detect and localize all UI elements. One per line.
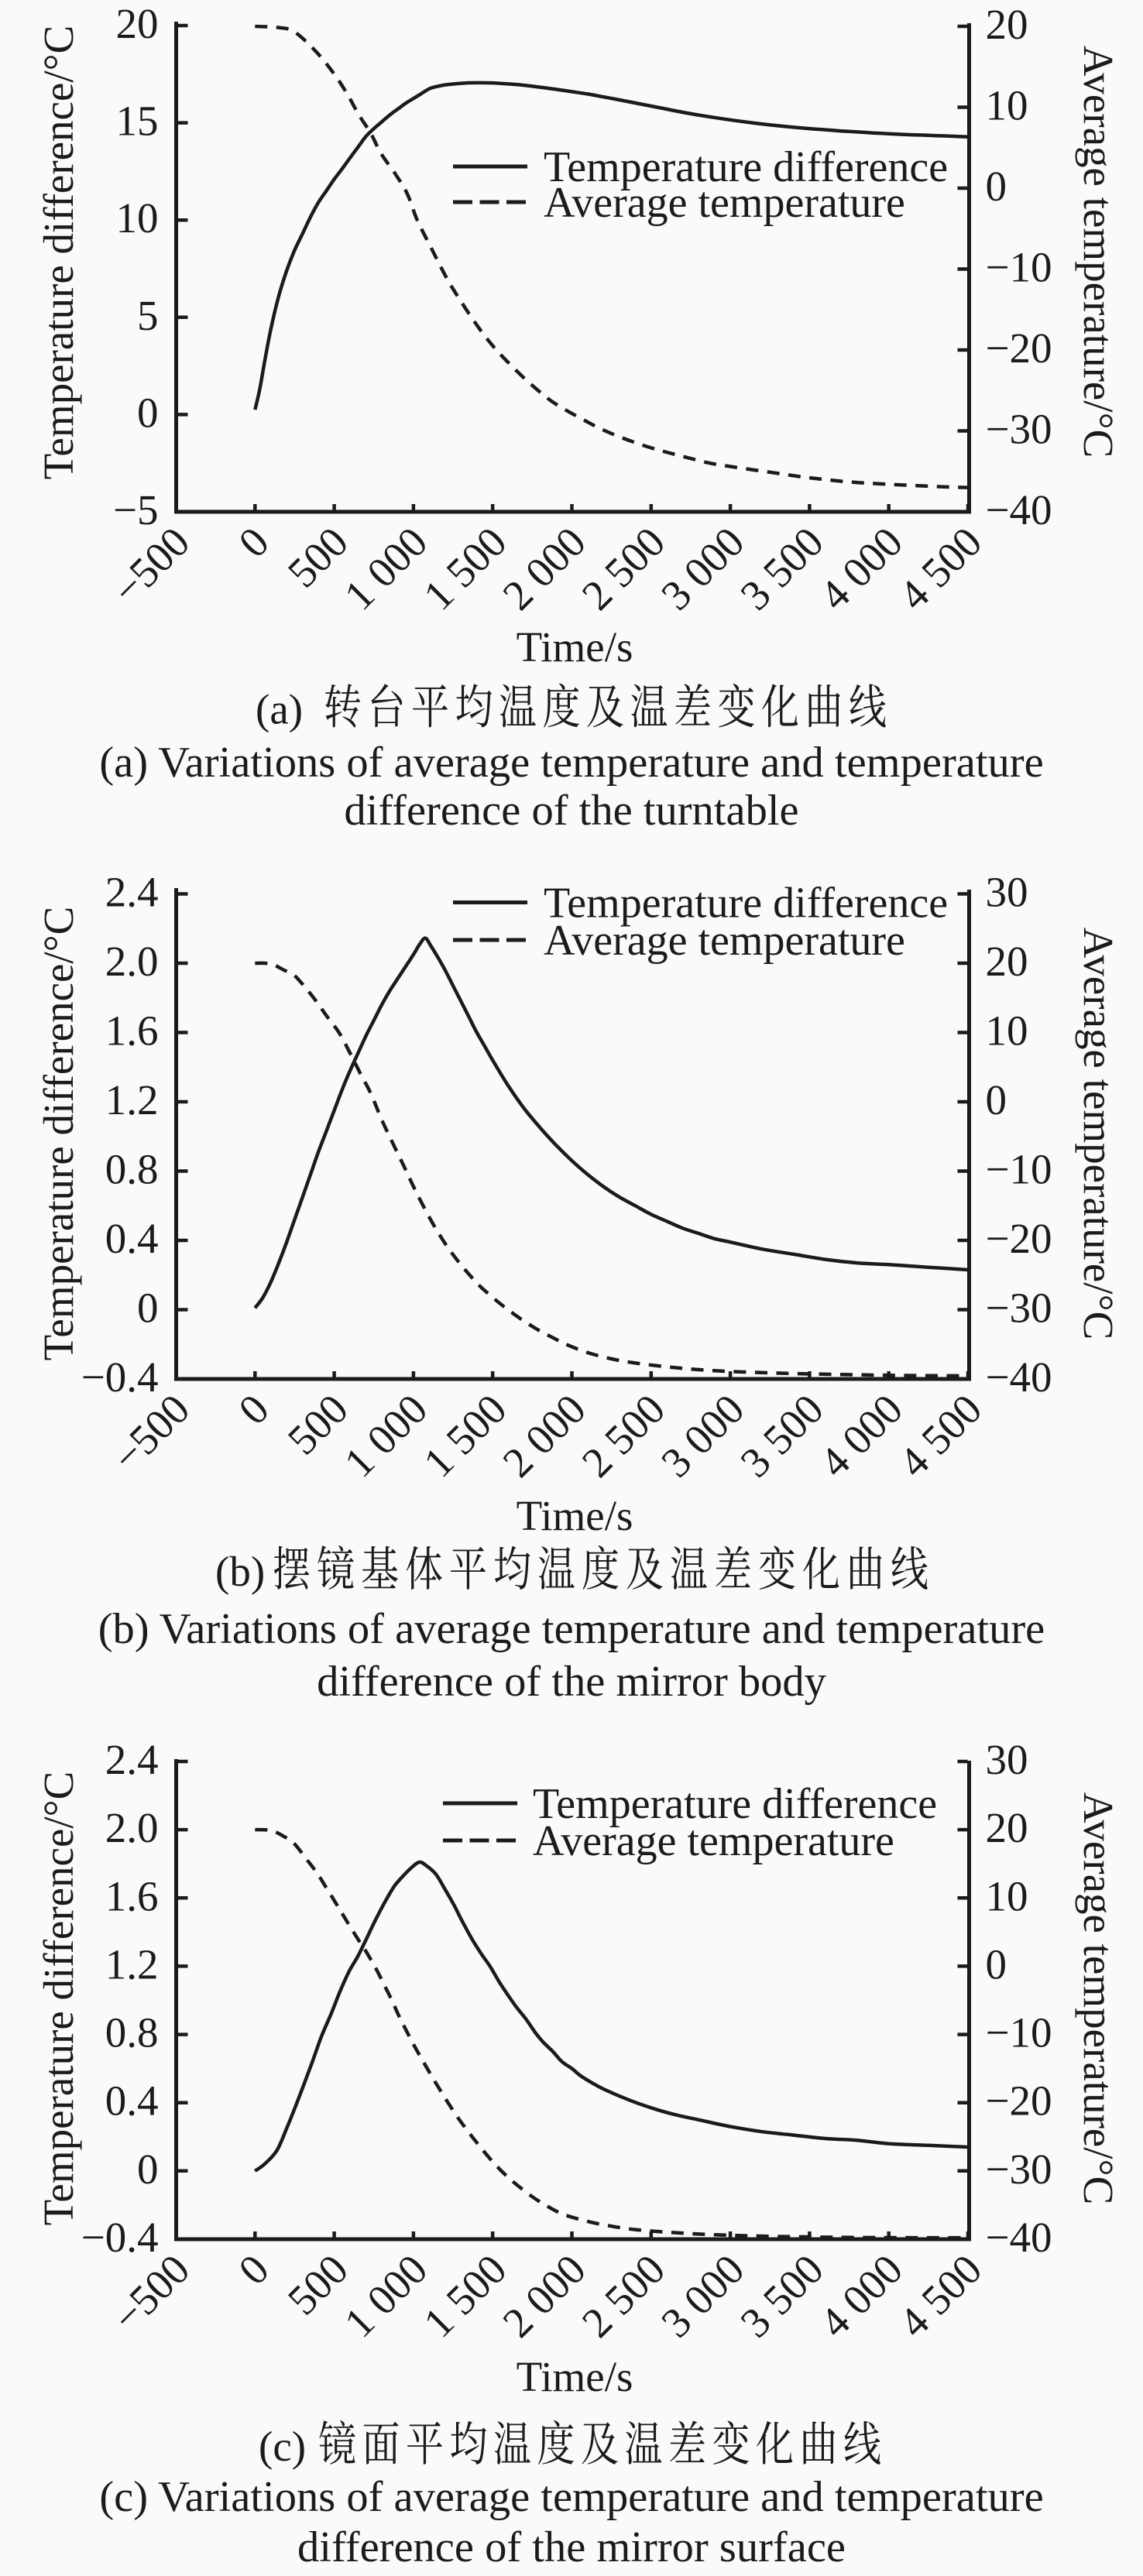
svg-text:30: 30 — [986, 1736, 1028, 1783]
svg-text:1.6: 1.6 — [105, 1007, 159, 1055]
svg-text:Time/s: Time/s — [517, 1492, 633, 1539]
svg-text:20: 20 — [986, 938, 1028, 985]
svg-text:2.4: 2.4 — [105, 1736, 159, 1783]
svg-text:(c) Variations of average temp: (c) Variations of average temperature an… — [99, 2473, 1043, 2521]
svg-text:−20: −20 — [986, 2077, 1052, 2125]
svg-text:(c): (c) — [259, 2423, 306, 2470]
svg-text:−5: −5 — [113, 486, 159, 533]
svg-text:10: 10 — [986, 1872, 1028, 1919]
svg-text:0: 0 — [137, 2146, 159, 2193]
svg-text:1.2: 1.2 — [105, 1940, 159, 1988]
svg-text:(b): (b) — [215, 1548, 265, 1595]
svg-text:10: 10 — [986, 82, 1028, 129]
svg-text:Average temperature/°C: Average temperature/°C — [1075, 46, 1122, 458]
svg-text:2.0: 2.0 — [105, 1804, 159, 1851]
svg-text:Average temperature: Average temperature — [544, 179, 905, 227]
svg-text:0.4: 0.4 — [105, 1215, 159, 1262]
svg-text:−40: −40 — [986, 1353, 1052, 1401]
svg-text:−30: −30 — [986, 1285, 1052, 1332]
svg-text:Average temperature/°C: Average temperature/°C — [1075, 928, 1122, 1340]
svg-text:Temperature difference: Temperature difference — [533, 1780, 937, 1828]
svg-text:−40: −40 — [986, 486, 1052, 533]
svg-text:0: 0 — [137, 1285, 159, 1332]
svg-text:Average temperature: Average temperature — [533, 1817, 894, 1865]
svg-text:Temperature difference/°C: Temperature difference/°C — [35, 26, 82, 480]
svg-text:15: 15 — [116, 98, 159, 145]
svg-text:difference of the mirror surfa: difference of the mirror surface — [297, 2523, 846, 2571]
svg-text:Temperature difference/°C: Temperature difference/°C — [35, 1772, 82, 2226]
svg-text:−30: −30 — [986, 2146, 1052, 2193]
svg-text:0: 0 — [986, 163, 1007, 210]
svg-text:10: 10 — [116, 194, 159, 242]
svg-text:0.8: 0.8 — [105, 2009, 159, 2056]
svg-text:Time/s: Time/s — [517, 623, 633, 671]
svg-text:Temperature difference: Temperature difference — [544, 143, 948, 191]
svg-text:difference of the mirror body: difference of the mirror body — [317, 1658, 827, 1706]
svg-text:−20: −20 — [986, 324, 1052, 372]
svg-text:Time/s: Time/s — [517, 2353, 633, 2400]
svg-text:0.4: 0.4 — [105, 2077, 159, 2125]
svg-text:20: 20 — [986, 1804, 1028, 1851]
svg-text:Average temperature: Average temperature — [544, 917, 905, 965]
svg-text:−10: −10 — [986, 1146, 1052, 1193]
svg-text:Average temperature/°C: Average temperature/°C — [1075, 1792, 1122, 2205]
svg-text:−20: −20 — [986, 1215, 1052, 1262]
svg-text:0: 0 — [986, 1940, 1007, 1988]
svg-text:20: 20 — [986, 1, 1028, 48]
svg-text:2.0: 2.0 — [105, 938, 159, 985]
svg-text:−10: −10 — [986, 244, 1052, 291]
svg-text:Temperature difference/°C: Temperature difference/°C — [35, 907, 82, 1361]
svg-text:1.2: 1.2 — [105, 1076, 159, 1123]
svg-text:30: 30 — [986, 869, 1028, 916]
svg-text:−0.4: −0.4 — [81, 1353, 159, 1401]
svg-text:2.4: 2.4 — [105, 869, 159, 916]
svg-text:−0.4: −0.4 — [81, 2214, 159, 2261]
svg-text:−30: −30 — [986, 406, 1052, 453]
svg-text:difference of the turntable: difference of the turntable — [344, 787, 798, 835]
svg-text:(a) Variations of average temp: (a) Variations of average temperature an… — [99, 739, 1043, 787]
svg-text:0: 0 — [986, 1076, 1007, 1123]
svg-text:5: 5 — [137, 292, 159, 339]
svg-text:10: 10 — [986, 1007, 1028, 1055]
svg-text:(b) Variations of average temp: (b) Variations of average temperature an… — [98, 1605, 1045, 1653]
svg-text:−40: −40 — [986, 2214, 1052, 2261]
svg-text:20: 20 — [116, 0, 159, 47]
svg-text:1.6: 1.6 — [105, 1872, 159, 1919]
svg-text:Temperature difference: Temperature difference — [544, 880, 948, 928]
svg-text:(a): (a) — [256, 686, 303, 733]
svg-text:0.8: 0.8 — [105, 1146, 159, 1193]
svg-text:0: 0 — [137, 389, 159, 436]
svg-text:−10: −10 — [986, 2009, 1052, 2056]
